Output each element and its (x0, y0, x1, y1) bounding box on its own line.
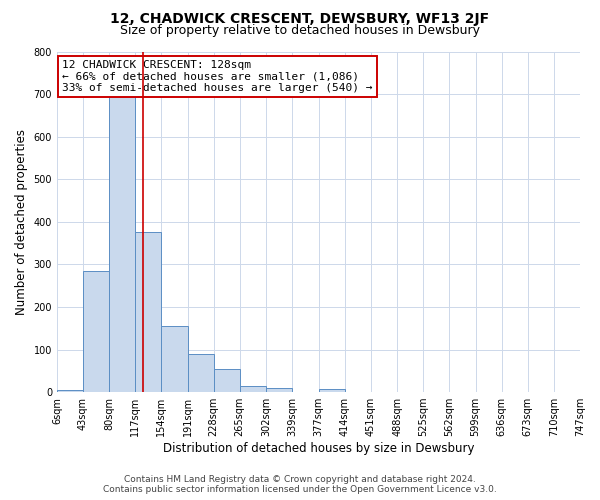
Bar (188, 354, 214, 392)
Bar (109, 84, 135, 392)
Text: 12, CHADWICK CRESCENT, DEWSBURY, WF13 2JF: 12, CHADWICK CRESCENT, DEWSBURY, WF13 2J… (110, 12, 490, 26)
Bar (214, 368, 240, 392)
Bar (135, 232, 161, 392)
Bar (240, 386, 266, 392)
Bar (57, 390, 83, 392)
Bar (83, 271, 109, 392)
Text: Size of property relative to detached houses in Dewsbury: Size of property relative to detached ho… (120, 24, 480, 37)
Bar (319, 388, 345, 392)
X-axis label: Distribution of detached houses by size in Dewsbury: Distribution of detached houses by size … (163, 442, 474, 455)
Text: 12 CHADWICK CRESCENT: 128sqm
← 66% of detached houses are smaller (1,086)
33% of: 12 CHADWICK CRESCENT: 128sqm ← 66% of de… (62, 60, 373, 93)
Text: Contains HM Land Registry data © Crown copyright and database right 2024.
Contai: Contains HM Land Registry data © Crown c… (103, 474, 497, 494)
Bar (161, 326, 188, 392)
Bar (266, 388, 292, 392)
Y-axis label: Number of detached properties: Number of detached properties (15, 129, 28, 315)
